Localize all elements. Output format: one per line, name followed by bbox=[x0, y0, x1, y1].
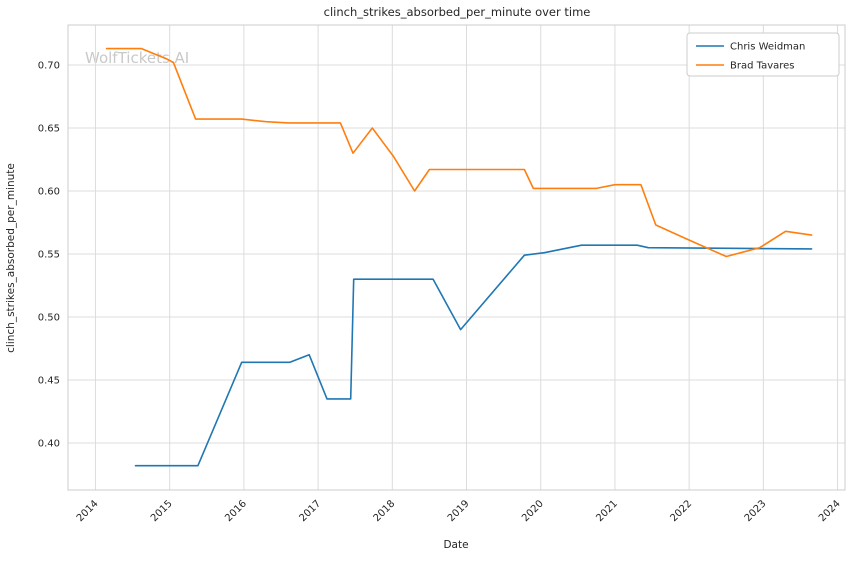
x-axis-label: Date bbox=[443, 539, 468, 551]
x-tick-label: 2014 bbox=[75, 498, 101, 524]
y-tick-label: 0.50 bbox=[38, 312, 60, 323]
watermark: WolfTickets.AI bbox=[85, 49, 189, 67]
y-tick-label: 0.40 bbox=[38, 438, 60, 449]
x-tick-label: 2019 bbox=[446, 498, 472, 524]
y-tick-label: 0.55 bbox=[38, 249, 60, 260]
legend-label: Brad Tavares bbox=[730, 61, 795, 72]
y-tick-label: 0.60 bbox=[38, 186, 60, 197]
plot-area: 2014 2015 2016 2017 2018 2019 2020 2021 2022 2023… bbox=[38, 24, 846, 524]
legend: Chris Weidman Brad Tavares bbox=[686, 32, 840, 77]
x-tick-label: 2024 bbox=[817, 498, 843, 524]
x-tick-label: 2016 bbox=[223, 498, 249, 524]
y-tick-label: 0.45 bbox=[38, 375, 60, 386]
x-tick-label: 2023 bbox=[743, 498, 769, 524]
plot-border bbox=[67, 24, 846, 491]
x-tick-label: 2020 bbox=[520, 498, 546, 524]
x-tick-label: 2015 bbox=[149, 498, 175, 524]
legend-box bbox=[686, 32, 840, 77]
series-line-chris-weidman bbox=[134, 244, 813, 467]
x-tick-label: 2022 bbox=[668, 498, 694, 524]
y-tick-label: 0.70 bbox=[38, 60, 60, 71]
x-tick-label: 2021 bbox=[594, 498, 620, 524]
y-tick-label: 0.65 bbox=[38, 123, 60, 134]
chart-title: clinch_strikes_absorbed_per_minute over … bbox=[324, 5, 591, 19]
x-tick-label: 2017 bbox=[297, 498, 323, 524]
y-axis-label: clinch_strikes_absorbed_per_minute bbox=[5, 163, 17, 353]
legend-label: Chris Weidman bbox=[730, 42, 805, 53]
series-line-brad-tavares bbox=[105, 47, 813, 258]
x-tick-label: 2018 bbox=[372, 498, 398, 524]
